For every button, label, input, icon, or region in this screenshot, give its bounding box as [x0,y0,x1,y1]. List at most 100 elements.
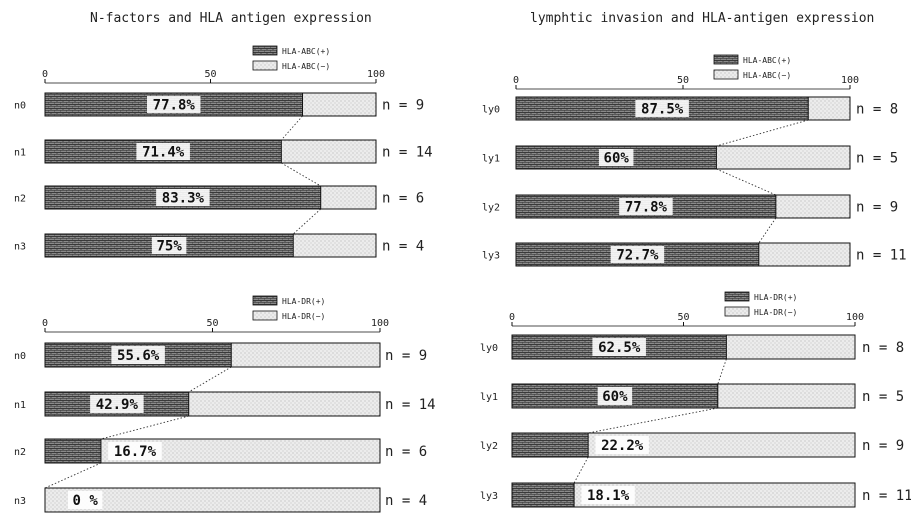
category-label: n1 [14,148,26,159]
category-label: n2 [14,194,26,205]
charts-layer: 0 50 100 n0 77.8% n = 9 n1 71.4% n = 14 n2 83.3% n … [14,69,911,513]
category-label: n2 [14,447,26,458]
bar-positive [511,432,589,458]
connector-line [188,366,232,393]
data-label: 55.6% [117,348,160,364]
axis-tick-label: 50 [677,312,689,323]
data-label: 60% [604,151,630,167]
category-label: ly2 [480,441,498,452]
sample-size-label: n = 11 [856,248,907,264]
legend-label-abc-neg: HLA-ABC(−) [282,62,330,71]
sample-size-label: n = 4 [385,493,427,509]
legend-swatch-dr-pos [724,291,750,302]
data-label-bg [619,198,673,215]
sample-size-label: n = 8 [856,102,898,118]
legend-swatch-abc-neg [713,69,739,80]
data-label: 0 % [73,493,99,509]
data-label: 62.5% [598,340,641,356]
data-label: 71.4% [142,145,185,161]
sample-size-label: n = 5 [856,151,898,167]
category-label: ly3 [482,251,500,262]
sample-size-label: n = 11 [862,488,911,504]
data-label-bg [151,237,187,254]
legend-label-abc-pos: HLA-ABC(+) [282,47,330,56]
bar-positive [511,482,575,508]
sample-size-label: n = 9 [382,98,424,114]
axis-tick-label: 50 [677,75,689,86]
legend-label-dr-pos: HLA-DR(+) [282,297,325,306]
axis-tick-label: 100 [367,69,385,80]
connector-line [716,168,777,196]
sample-size-label: n = 9 [856,200,898,216]
sample-size-label: n = 4 [382,239,424,255]
data-label-bg [156,189,210,206]
sample-size-label: n = 5 [862,389,904,405]
legend-swatch-abc-pos [713,54,739,65]
sample-size-label: n = 9 [862,438,904,454]
legend-bottom-left: HLA-DR(+) HLA-DR(−) [252,295,325,321]
connector-line [100,415,189,440]
data-label-bg [136,143,190,160]
axis-tick-label: 100 [846,312,864,323]
axis-tick-label: 0 [42,318,48,329]
chart-panel-4: 0 50 100 ly0 62.5% n = 8 ly1 60% n = 5 ly2 22.2% n … [480,312,911,508]
axis-tick-label: 0 [509,312,515,323]
legend-top-right: HLA-ABC(+) HLA-ABC(−) [713,54,791,80]
sample-size-label: n = 9 [385,348,427,364]
chart-panel-3: 0 50 100 n0 55.6% n = 9 n1 42.9% n = 14 n2 16.7% n … [14,318,436,513]
legend-swatch-dr-neg [252,310,278,321]
legend-label-dr-neg: HLA-DR(−) [282,312,325,321]
data-label-bg [90,395,144,413]
data-label: 87.5% [641,102,684,118]
data-label-bg [592,338,646,356]
data-label-bg [111,346,165,364]
axis-tick-label: 50 [204,69,216,80]
category-label: n3 [14,242,26,253]
legend-swatch-dr-pos [252,295,278,306]
category-label: ly0 [480,343,498,354]
connector-line [280,115,303,141]
connector-line [588,407,718,434]
data-label: 77.8% [625,200,668,216]
data-label-bg [610,246,665,263]
sample-size-label: n = 8 [862,340,904,356]
sample-size-label: n = 14 [385,397,436,413]
data-label: 18.1% [587,488,630,504]
legend-swatch-abc-neg [252,60,278,71]
bar-positive [44,438,102,464]
legend-swatch-abc-pos [252,45,278,56]
legend-bottom-right: HLA-DR(+) HLA-DR(−) [724,291,797,317]
data-label-bg [67,491,103,509]
left-panel-title: N-factors and HLA antigen expression [90,11,372,26]
connector-line [716,119,809,147]
data-label: 72.7% [616,248,659,264]
data-label-bg [598,149,634,166]
axis-tick-label: 100 [841,75,859,86]
data-label: 83.3% [162,191,205,207]
axis-tick-label: 100 [371,318,389,329]
connector-line [573,456,589,484]
right-panel-title: lymphtic invasion and HLA-antigen expres… [530,11,874,26]
axis-tick-label: 0 [42,69,48,80]
data-label: 75% [156,239,182,255]
legend-label-dr-neg: HLA-DR(−) [754,308,797,317]
sample-size-label: n = 6 [382,191,424,207]
connector-line [44,462,102,489]
category-label: ly2 [482,203,500,214]
data-label: 60% [602,389,628,405]
connector-line [292,208,322,235]
connector-line [758,217,777,244]
category-label: n0 [14,351,26,362]
category-label: n1 [14,400,26,411]
data-label-bg [581,486,635,504]
sample-size-label: n = 6 [385,444,427,460]
chart-panel-1: 0 50 100 n0 77.8% n = 9 n1 71.4% n = 14 n2 83.3% n … [14,69,433,258]
legend-label-abc-pos: HLA-ABC(+) [743,56,791,65]
data-label-bg [595,436,649,454]
category-label: ly1 [482,154,500,165]
category-label: ly1 [480,392,498,403]
connector-line [717,358,727,385]
data-label-bg [635,100,689,117]
axis-tick-label: 50 [206,318,218,329]
